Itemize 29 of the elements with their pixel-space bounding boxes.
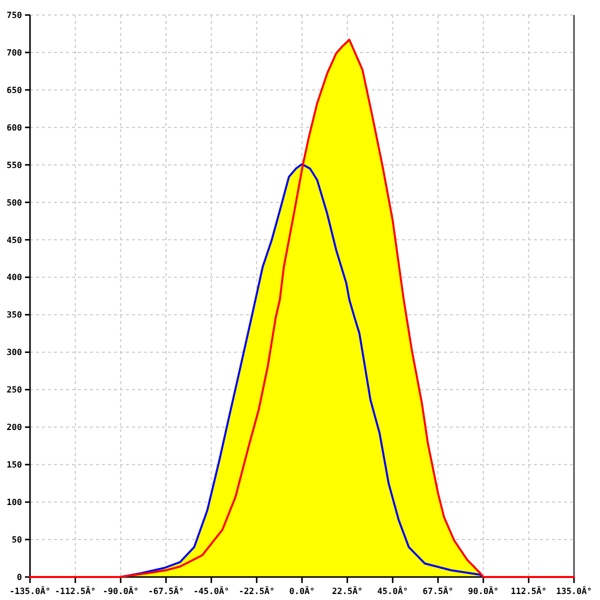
y-tick-label: 350	[6, 310, 22, 321]
y-tick-label: 150	[6, 460, 22, 471]
y-tick-label: 0	[16, 572, 22, 583]
x-tick-label: 0.0Â°	[289, 586, 315, 597]
x-tick-label: -22.5Â°	[238, 586, 275, 597]
x-tick-label: 90.0Â°	[468, 586, 499, 597]
x-tick-label: 45.0Â°	[377, 586, 408, 597]
x-tick-label: 112.5Â°	[510, 586, 547, 597]
y-tick-label: 650	[6, 86, 22, 96]
y-tick-label: 100	[6, 498, 22, 508]
x-tick-label: 22.5Â°	[332, 586, 363, 597]
y-tick-label: 700	[6, 48, 22, 58]
y-tick-label: 600	[6, 123, 22, 134]
y-tick-label: 750	[6, 10, 22, 21]
y-tick-label: 250	[6, 386, 22, 396]
x-tick-label: -67.5Â°	[148, 586, 184, 597]
y-tick-label: 50	[12, 536, 22, 546]
y-tick-label: 450	[6, 236, 22, 246]
y-tick-label: 400	[6, 273, 22, 284]
y-tick-label: 500	[6, 198, 22, 208]
x-tick-label: -135.0Â°	[10, 586, 50, 597]
x-tick-label: 67.5Â°	[422, 586, 454, 597]
y-tick-label: 550	[6, 160, 22, 171]
x-tick-label: -45.0Â°	[193, 586, 230, 597]
x-tick-label: -112.5Â°	[54, 586, 96, 597]
y-tick-label: 300	[6, 348, 22, 358]
x-tick-label: -90.0Â°	[102, 586, 139, 597]
x-tick-label: 135.0Â°	[556, 586, 592, 597]
y-tick-label: 200	[6, 423, 22, 434]
